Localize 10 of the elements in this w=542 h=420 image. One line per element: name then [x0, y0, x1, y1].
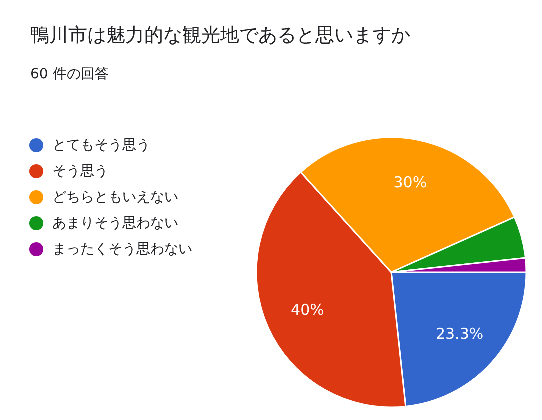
data-label: 23.3%: [436, 324, 484, 343]
data-label: 40%: [291, 301, 324, 320]
data-label: 30%: [394, 174, 428, 192]
legend-label: あまりそう思わない: [52, 216, 178, 232]
legend-label: とてもそう思う: [52, 138, 150, 154]
chart-subtitle: 60 件の回答: [30, 66, 109, 82]
legend-label: そう思う: [52, 164, 108, 180]
legend-label: どちらともいえない: [52, 190, 178, 206]
legend-label: まったくそう思わない: [52, 242, 192, 258]
chart-title: 鴨川市は魅力的な観光地であると思いますか: [30, 24, 410, 46]
